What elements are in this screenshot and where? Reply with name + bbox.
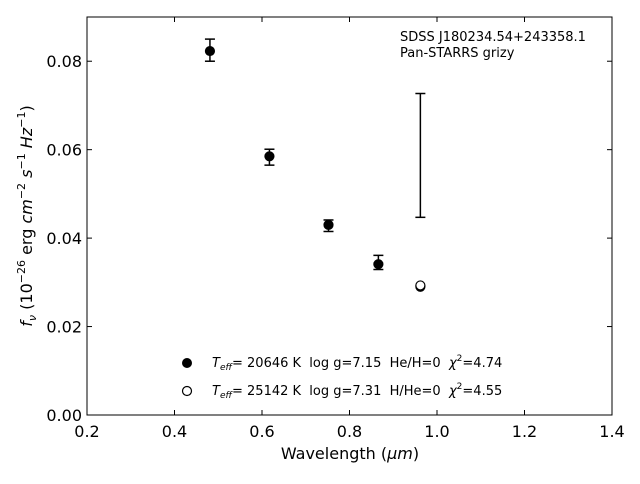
y-tick-label: 0.04 [46,229,82,248]
legend-marker-open [181,385,193,397]
annotation-survey: Pan-STARRS grizy [400,46,515,61]
y-axis-label: fν (10−26 erg cm−2 s−1 Hz−1) [15,105,39,326]
model-point-filled [373,259,384,270]
x-axis-ticks: 0.2 0.4 0.6 0.8 1.0 1.2 1.4 [74,17,625,441]
model-point-filled [204,45,216,57]
x-tick-label: 1.0 [424,422,449,441]
model-point-filled [264,151,275,162]
x-axis-label: Wavelength (μm) [281,444,419,463]
x-tick-label: 0.6 [249,422,274,441]
y-tick-label: 0.08 [46,52,82,71]
x-tick-label: 0.2 [74,422,99,441]
y-tick-label: 0.00 [46,406,82,425]
y-axis-ticks: 0.00 0.02 0.04 0.06 0.08 [46,52,612,425]
legend: Teff= 20646 K log g=7.15 He/H=0 χ2=4.74 … [181,354,502,401]
y-tick-label: 0.06 [46,141,82,160]
y-tick-label: 0.02 [46,318,82,337]
x-tick-label: 1.2 [512,422,537,441]
x-tick-label: 0.4 [162,422,187,441]
x-tick-label: 1.4 [599,422,624,441]
legend-entry-1: Teff= 20646 K log g=7.15 He/H=0 χ2=4.74 [212,354,502,373]
model-point-open [415,280,426,291]
model-point-filled [323,219,334,230]
observed-error-bars [204,38,426,271]
legend-marker-filled [182,358,192,368]
legend-entry-2: Teff= 25142 K log g=7.31 H/He=0 χ2=4.55 [212,382,502,401]
annotation-object-name: SDSS J180234.54+243358.1 [400,30,586,45]
x-tick-label: 0.8 [337,422,362,441]
model-markers [204,45,426,292]
